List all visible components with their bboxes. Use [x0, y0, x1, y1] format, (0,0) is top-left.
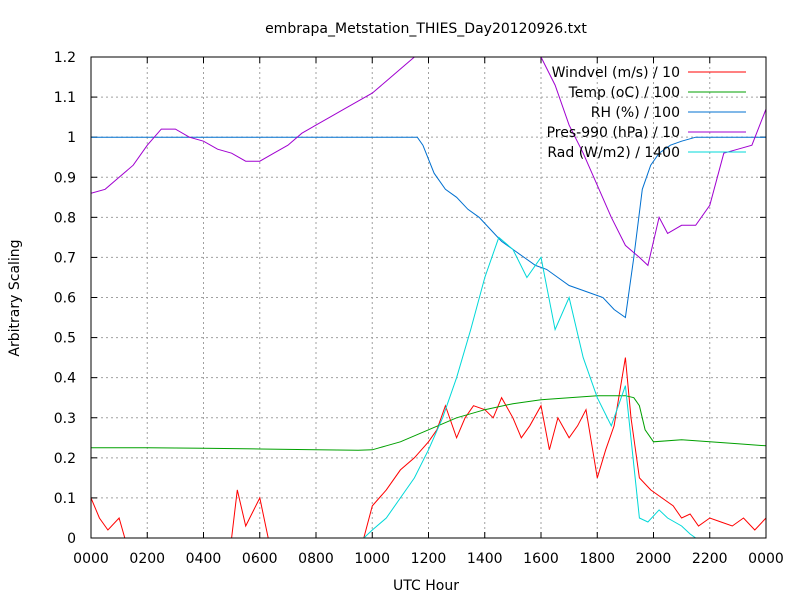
x-tick-label: 0200	[129, 551, 165, 567]
y-tick-label: 1	[67, 130, 76, 146]
x-tick-label: 1800	[579, 551, 615, 567]
legend-label: Pres-990 (hPa) / 10	[547, 125, 680, 141]
series-line-0	[91, 357, 766, 538]
series-lines	[91, 57, 766, 538]
series-line-1	[91, 395, 766, 451]
legend-label: RH (%) / 100	[591, 105, 680, 121]
x-tick-label: 1600	[523, 551, 559, 567]
x-tick-label: 1000	[354, 551, 390, 567]
x-axis-label: UTC Hour	[393, 578, 459, 594]
y-tick-label: 0.3	[54, 411, 76, 427]
x-tick-label: 0600	[242, 551, 278, 567]
x-tick-label: 2200	[692, 551, 728, 567]
plot-frame	[90, 56, 767, 539]
legend-label: Temp (oC) / 100	[568, 85, 680, 101]
axis-ticks: 0 0.1 0.2 0.3 0.4 0.5 0.6 0.7 0.8 0.9 1 1.1 1.2 0000 0…	[54, 50, 784, 567]
x-tick-label: 2000	[636, 551, 672, 567]
y-tick-label: 0.9	[54, 170, 76, 186]
legend-label: Windvel (m/s) / 10	[552, 65, 680, 81]
y-tick-label: 0.5	[54, 331, 76, 347]
y-tick-label: 0.7	[54, 250, 76, 266]
y-tick-label: 0	[67, 531, 76, 547]
chart-title: embrapa_Metstation_THIES_Day20120926.txt	[265, 21, 587, 37]
series-line-4	[91, 236, 766, 538]
y-tick-label: 0.1	[54, 491, 76, 507]
legend: Windvel (m/s) / 10 Temp (oC) / 100 RH (%) …	[547, 65, 746, 161]
x-tick-label: 0000	[748, 551, 784, 567]
y-tick-label: 0.6	[54, 291, 76, 307]
x-tick-label: 0400	[186, 551, 222, 567]
x-tick-label: 0000	[73, 551, 109, 567]
legend-label: Rad (W/m2) / 1400	[547, 145, 680, 161]
y-tick-label: 1.2	[54, 50, 76, 66]
series-line-3	[91, 57, 766, 267]
x-tick-label: 1200	[411, 551, 447, 567]
y-axis-label: Arbitrary Scaling	[7, 239, 23, 356]
y-tick-label: 1.1	[54, 90, 76, 106]
x-tick-label: 1400	[467, 551, 503, 567]
x-tick-label: 0800	[298, 551, 334, 567]
y-tick-label: 0.2	[54, 451, 76, 467]
series-line-2	[91, 136, 766, 319]
y-tick-label: 0.4	[54, 371, 76, 387]
y-tick-label: 0.8	[54, 210, 76, 226]
